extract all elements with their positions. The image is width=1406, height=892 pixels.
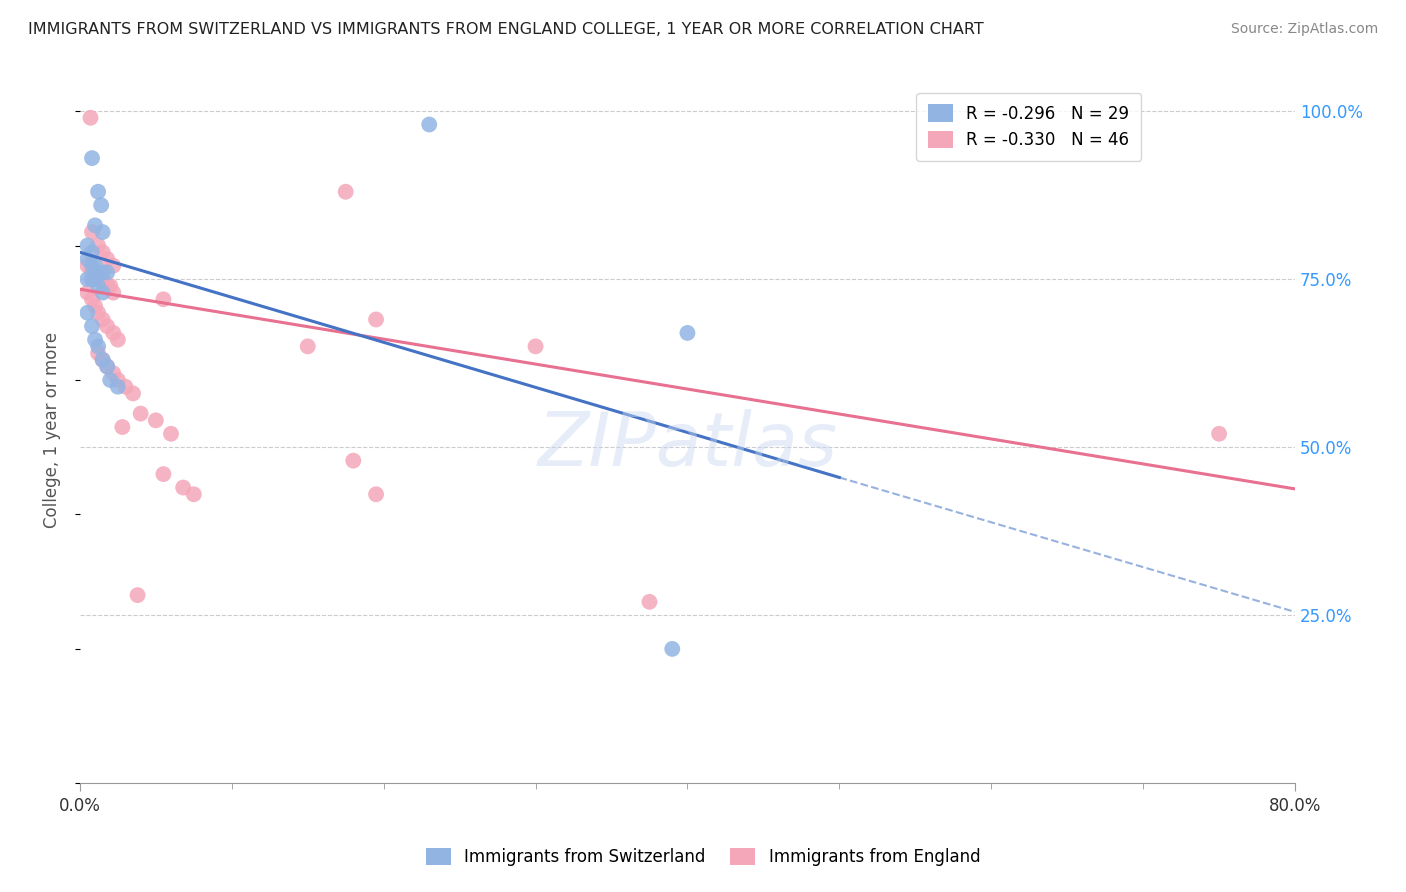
Point — [87, 238, 110, 252]
Point — [84, 219, 107, 233]
Point — [96, 359, 118, 374]
Point — [172, 481, 194, 495]
Point — [91, 272, 114, 286]
Point — [111, 420, 134, 434]
Point — [87, 339, 110, 353]
Point — [183, 487, 205, 501]
Y-axis label: College, 1 year or more: College, 1 year or more — [44, 333, 60, 528]
Point — [661, 641, 683, 656]
Point — [76, 259, 98, 273]
Point — [91, 352, 114, 367]
Point — [103, 366, 125, 380]
Point — [76, 306, 98, 320]
Point — [91, 352, 114, 367]
Point — [84, 272, 107, 286]
Point — [638, 595, 661, 609]
Point — [87, 272, 110, 286]
Point — [91, 265, 114, 279]
Point — [91, 245, 114, 260]
Point — [87, 265, 110, 279]
Point — [152, 293, 174, 307]
Point — [79, 111, 101, 125]
Point — [80, 259, 103, 273]
Point — [84, 299, 107, 313]
Point — [80, 272, 103, 286]
Point — [145, 413, 167, 427]
Point — [129, 407, 152, 421]
Point — [84, 333, 107, 347]
Legend: R = -0.296   N = 29, R = -0.330   N = 46: R = -0.296 N = 29, R = -0.330 N = 46 — [917, 93, 1140, 161]
Text: ZIPatlas: ZIPatlas — [537, 409, 838, 481]
Point — [91, 312, 114, 326]
Legend: Immigrants from Switzerland, Immigrants from England: Immigrants from Switzerland, Immigrants … — [419, 841, 987, 873]
Point — [103, 259, 125, 273]
Point — [364, 487, 387, 501]
Point — [76, 272, 98, 286]
Point — [335, 185, 357, 199]
Point — [114, 380, 136, 394]
Point — [107, 373, 129, 387]
Point — [160, 426, 183, 441]
Point — [103, 326, 125, 340]
Point — [98, 373, 121, 387]
Point — [98, 278, 121, 293]
Point — [524, 339, 547, 353]
Point — [107, 333, 129, 347]
Point — [127, 588, 149, 602]
Point — [80, 225, 103, 239]
Point — [80, 293, 103, 307]
Point — [96, 359, 118, 374]
Point — [80, 151, 103, 165]
Point — [107, 380, 129, 394]
Point — [152, 467, 174, 482]
Point — [76, 252, 98, 266]
Point — [84, 265, 107, 279]
Text: IMMIGRANTS FROM SWITZERLAND VS IMMIGRANTS FROM ENGLAND COLLEGE, 1 YEAR OR MORE C: IMMIGRANTS FROM SWITZERLAND VS IMMIGRANT… — [28, 22, 984, 37]
Point — [297, 339, 319, 353]
Point — [342, 453, 364, 467]
Point — [1208, 426, 1230, 441]
Point — [76, 238, 98, 252]
Point — [96, 278, 118, 293]
Point — [103, 285, 125, 300]
Point — [96, 319, 118, 334]
Point — [80, 319, 103, 334]
Point — [87, 278, 110, 293]
Point — [76, 285, 98, 300]
Point — [91, 225, 114, 239]
Point — [364, 312, 387, 326]
Point — [84, 259, 107, 273]
Point — [676, 326, 699, 340]
Point — [80, 265, 103, 279]
Point — [87, 346, 110, 360]
Point — [122, 386, 145, 401]
Point — [80, 245, 103, 260]
Point — [418, 118, 440, 132]
Point — [91, 285, 114, 300]
Point — [87, 185, 110, 199]
Point — [96, 265, 118, 279]
Point — [87, 306, 110, 320]
Point — [96, 252, 118, 266]
Point — [90, 198, 112, 212]
Text: Source: ZipAtlas.com: Source: ZipAtlas.com — [1230, 22, 1378, 37]
